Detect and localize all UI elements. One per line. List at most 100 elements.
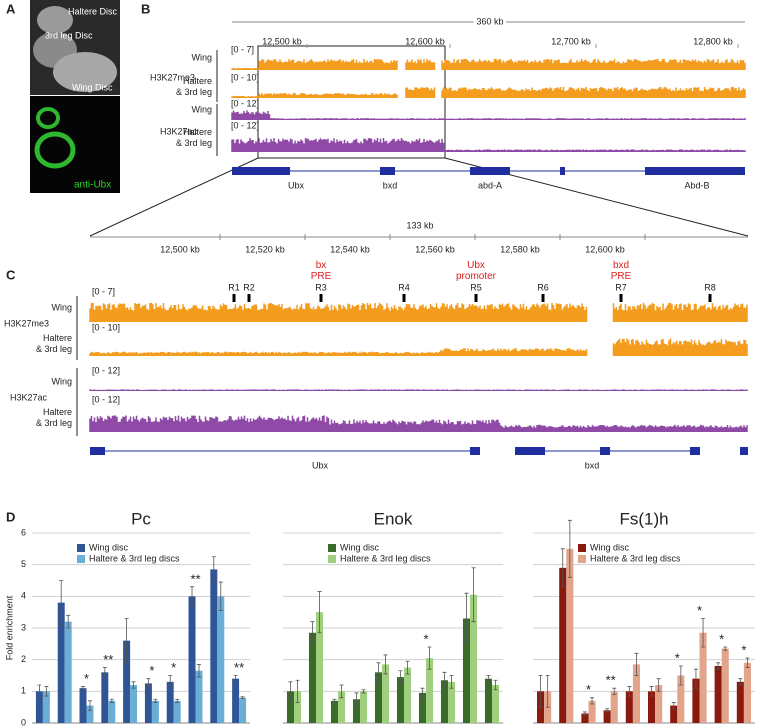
bar: [492, 685, 500, 723]
region-mark: [247, 294, 251, 302]
scale-label: 133 kb: [406, 220, 433, 230]
bar: [330, 700, 338, 723]
bar: [692, 678, 700, 723]
error-bar: [471, 567, 476, 623]
coord-label: 12,560 kb: [415, 244, 455, 254]
track-label: Wing: [191, 52, 212, 62]
bar: [210, 569, 218, 723]
gene-label: abd-A: [478, 180, 502, 190]
significance: *: [171, 660, 176, 675]
signal-track: [89, 338, 748, 356]
significance: *: [697, 603, 702, 618]
bar: [232, 678, 240, 723]
coord-label: 12,700 kb: [551, 36, 591, 46]
significance: *: [741, 643, 746, 658]
bar: [559, 567, 567, 723]
error-bar: [605, 708, 610, 713]
gene-exon: [740, 447, 748, 455]
significance: *: [423, 631, 428, 646]
legend-swatch: [77, 555, 85, 563]
gene-label: bxd: [585, 460, 600, 470]
bar: [195, 670, 203, 723]
bar: [603, 710, 611, 723]
bar: [566, 548, 574, 723]
y-tick-label: 0: [21, 717, 26, 726]
gene-exon: [560, 167, 565, 175]
gene-exon: [600, 447, 610, 455]
track-label: Haltere & 3rd leg: [36, 407, 72, 428]
bar: [352, 699, 360, 723]
error-bar: [317, 591, 322, 634]
image-label: Wing Disc: [72, 82, 113, 92]
error-bar: [398, 670, 403, 684]
error-bar: [383, 654, 388, 675]
zoom-box: [257, 45, 446, 159]
error-bar: [59, 580, 64, 626]
error-bar: [310, 621, 315, 645]
error-bar: [81, 686, 86, 691]
error-bar: [146, 678, 151, 689]
bar: [79, 688, 87, 723]
region-label: R7: [615, 282, 627, 292]
error-bar: [738, 678, 743, 686]
error-bar: [339, 684, 344, 699]
error-bar: [723, 646, 728, 651]
y-tick-label: 3: [21, 622, 26, 632]
chart-title: Enok: [374, 509, 413, 528]
stain-leg: [34, 131, 76, 169]
error-bar: [545, 675, 550, 708]
bar: [581, 713, 589, 723]
region-label: R6: [537, 282, 549, 292]
gene-exon: [470, 447, 480, 455]
y-tick-label: 5: [21, 559, 26, 569]
significance: **: [606, 673, 616, 688]
error-bar: [464, 592, 469, 645]
error-bar: [288, 681, 293, 702]
error-bar: [671, 702, 676, 710]
region-mark: [232, 294, 236, 302]
group-label: H3K27ac: [10, 392, 48, 402]
gene-exon: [690, 447, 700, 455]
error-bar: [649, 686, 654, 697]
region-mark: [474, 294, 478, 302]
error-bar: [656, 678, 661, 692]
error-bar: [218, 581, 223, 611]
error-bar: [153, 698, 158, 703]
coord-label: 12,600 kb: [405, 36, 445, 46]
bar: [714, 666, 722, 723]
bar: [239, 697, 247, 723]
signal-track: [89, 389, 748, 391]
region-mark: [319, 294, 323, 302]
region-label: R3: [315, 282, 327, 292]
legend-label: Wing disc: [340, 542, 380, 552]
signal-track: [89, 302, 748, 322]
signal-track: [231, 86, 746, 98]
bar: [316, 612, 324, 723]
track-label: Wing: [51, 302, 72, 312]
bar: [721, 648, 729, 723]
bar: [625, 691, 633, 723]
bar: [338, 691, 346, 723]
bar: [57, 602, 65, 723]
group-label: H3K27me3: [150, 72, 195, 82]
signal-track: [89, 415, 748, 432]
y-tick-label: 4: [21, 591, 26, 601]
signal-track: [231, 110, 746, 120]
group-label: H3K27me3: [4, 318, 49, 328]
error-bar: [567, 519, 572, 578]
error-bar: [175, 698, 180, 703]
error-bar: [560, 548, 565, 588]
coord-label: 12,600 kb: [585, 244, 625, 254]
error-bar: [582, 711, 587, 716]
panel-label: B: [141, 1, 150, 16]
bar: [440, 680, 448, 723]
error-bar: [87, 700, 92, 711]
panel-label: D: [6, 509, 15, 524]
bar: [144, 683, 152, 723]
bar: [670, 705, 678, 723]
track-range: [0 - 12]: [231, 98, 259, 108]
gene-exon: [232, 167, 290, 175]
bar: [743, 662, 752, 723]
error-bar: [332, 698, 337, 703]
scale-label: 360 kb: [476, 16, 503, 26]
